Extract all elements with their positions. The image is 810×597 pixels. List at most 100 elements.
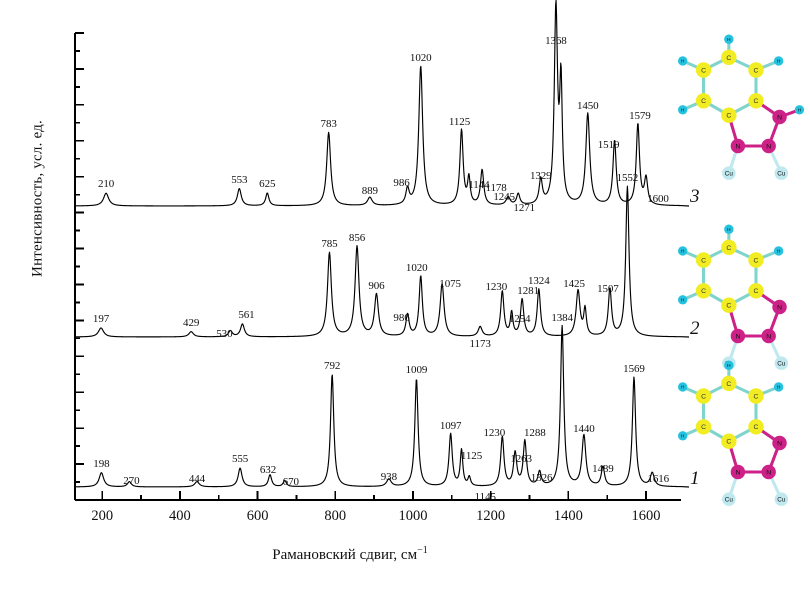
svg-text:H: H	[681, 298, 685, 304]
x-axis-title-text: Рамановский сдвиг, см	[272, 547, 418, 563]
peak-label: 1368	[545, 35, 567, 47]
molecule-structure-1: C C C C C C H H H H N N N Cu Cu	[662, 358, 802, 506]
svg-text:H: H	[798, 108, 802, 114]
curve-index-2: 2	[690, 318, 700, 339]
peak-label: 1145	[474, 491, 496, 503]
svg-text:C: C	[726, 113, 731, 120]
svg-text:C: C	[726, 439, 731, 446]
svg-text:H: H	[681, 249, 685, 255]
svg-text:C: C	[726, 55, 731, 62]
spectrum-curve-2	[74, 185, 690, 338]
peak-label: 1450	[576, 99, 599, 112]
peak-label: 906	[368, 280, 385, 292]
peak-label: 1178	[485, 181, 507, 194]
peak-label: 1254	[508, 312, 531, 325]
svg-text:H: H	[681, 385, 685, 391]
svg-text:Cu: Cu	[777, 170, 786, 177]
molecule-structure-3: C C C C C C H H H H N N N Cu Cu H	[662, 32, 805, 182]
svg-text:H: H	[727, 227, 731, 233]
svg-text:N: N	[766, 143, 771, 150]
spectra-curves	[74, 0, 690, 488]
curve-index-1: 1	[690, 468, 700, 489]
peak-label: 986	[393, 177, 410, 190]
svg-text:C: C	[701, 67, 706, 74]
spectrum-curve-1	[74, 324, 690, 488]
x-axis-title-exponent: −1	[417, 545, 428, 556]
peak-label: 1552	[616, 172, 639, 184]
peak-label: 1020	[409, 51, 432, 64]
peak-label: 1125	[460, 450, 483, 462]
svg-text:C: C	[701, 98, 706, 105]
peak-label: 530	[216, 328, 233, 340]
svg-text:Cu: Cu	[725, 496, 734, 503]
svg-text:C: C	[754, 288, 759, 295]
peak-label: 1579	[629, 110, 651, 122]
peak-label: 1569	[623, 362, 645, 375]
peak-label: 555	[231, 453, 249, 466]
peak-label: 1281	[517, 285, 539, 298]
svg-text:C: C	[726, 245, 731, 252]
peak-label: 783	[320, 117, 337, 130]
svg-text:N: N	[735, 469, 740, 476]
svg-text:H: H	[681, 434, 685, 440]
svg-text:C: C	[726, 303, 731, 310]
peak-label: 1230	[485, 281, 508, 293]
peak-label: 210	[97, 178, 115, 191]
peak-label: 792	[324, 359, 341, 372]
svg-text:C: C	[726, 381, 731, 388]
peak-label: 444	[188, 472, 206, 485]
peak-label: 1144	[468, 178, 490, 191]
svg-text:H: H	[777, 249, 781, 255]
x-tick-label: 600	[246, 508, 269, 524]
svg-text:C: C	[754, 393, 759, 400]
svg-text:N: N	[735, 333, 740, 340]
svg-text:C: C	[754, 424, 759, 431]
svg-text:H: H	[727, 37, 731, 43]
peak-label: 1230	[483, 426, 506, 439]
peak-label: 429	[183, 316, 200, 329]
peak-label: 1125	[448, 116, 471, 128]
peak-label: 1329	[529, 170, 552, 183]
peak-label: 1009	[405, 364, 428, 376]
peak-label: 1173	[469, 338, 491, 351]
peak-label: 1507	[597, 282, 619, 295]
x-tick-label: 1400	[553, 508, 583, 524]
peak-label: 1489	[592, 462, 614, 475]
x-tick-label: 400	[169, 508, 191, 524]
peak-label: 632	[259, 464, 277, 476]
peak-label: 198	[93, 457, 110, 470]
svg-text:N: N	[766, 469, 771, 476]
peak-label: 889	[361, 184, 378, 197]
peak-label: 856	[348, 232, 366, 244]
peak-label: 1425	[563, 278, 585, 291]
svg-text:C: C	[701, 424, 706, 431]
peak-label: 1097	[439, 419, 462, 432]
curve-index-3: 3	[690, 186, 700, 207]
peak-label: 1600	[647, 192, 669, 205]
peak-label: 1288	[524, 427, 546, 439]
peak-label: 561	[238, 309, 255, 322]
svg-text:N: N	[766, 333, 771, 340]
plot-frame	[73, 32, 681, 502]
svg-text:H: H	[777, 59, 781, 65]
svg-text:C: C	[701, 257, 706, 264]
svg-text:N: N	[777, 304, 782, 311]
spectrum-curve-3	[74, 0, 690, 207]
peak-label: 670	[282, 476, 299, 488]
peak-label: 1519	[597, 138, 620, 151]
svg-text:C: C	[701, 393, 706, 400]
x-axis-title: Рамановский сдвиг, см−1	[0, 545, 700, 564]
peak-label: 986	[393, 312, 410, 325]
peak-label: 1271	[513, 201, 536, 214]
svg-text:C: C	[754, 257, 759, 264]
svg-text:N: N	[777, 114, 782, 121]
svg-text:C: C	[754, 98, 759, 105]
svg-text:Cu: Cu	[777, 360, 786, 367]
peak-label: 1075	[439, 277, 461, 290]
svg-text:Cu: Cu	[777, 496, 786, 503]
svg-text:Cu: Cu	[725, 170, 734, 177]
peak-label: 1324	[528, 274, 550, 287]
